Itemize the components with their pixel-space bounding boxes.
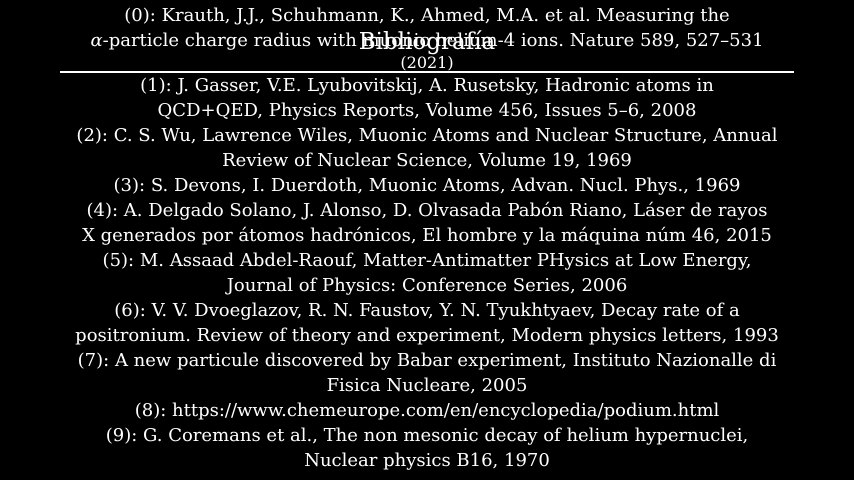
reference-5: (5): M. Assaad Abdel-Raouf, Matter-Antim…: [50, 248, 804, 298]
reference-3: (3): S. Devons, I. Duerdoth, Muonic Atom…: [50, 173, 804, 198]
reference-1-text-1: J. Gasser, V.E. Lyubovitskij, A. Rusetsk…: [177, 75, 714, 96]
reference-2-text-1: C. S. Wu, Lawrence Wiles, Muonic Atoms a…: [113, 125, 778, 146]
reference-9-line-2: Nuclear physics B16, 1970: [304, 450, 550, 471]
reference-1-label: (1):: [140, 75, 172, 96]
reference-8-line-1: (8): https://www.chemeurope.com/en/encyc…: [50, 398, 804, 423]
reference-5-line-2: Journal of Physics: Conference Series, 2…: [226, 275, 628, 296]
reference-4-line-2: X generados por átomos hadrónicos, El ho…: [82, 225, 772, 246]
reference-2-line-2: Review of Nuclear Science, Volume 19, 19…: [222, 150, 632, 171]
reference-0-text-2: -particle charge radius with muonic heli…: [102, 30, 764, 51]
reference-0-line-1: (0): Krauth, J.J., Schuhmann, K., Ahmed,…: [50, 3, 804, 28]
reference-0-alpha-symbol: α: [90, 30, 103, 51]
reference-6: (6): V. V. Dvoeglazov, R. N. Faustov, Y.…: [50, 298, 804, 348]
reference-8-label: (8):: [134, 400, 167, 421]
reference-0-text-1: Krauth, J.J., Schuhmann, K., Ahmed, M.A.…: [161, 5, 730, 26]
reference-6-line-2: positronium. Review of theory and experi…: [75, 325, 779, 346]
reference-6-label: (6):: [114, 300, 146, 321]
reference-list: (0): Krauth, J.J., Schuhmann, K., Ahmed,…: [50, 3, 804, 473]
reference-0-line-2: α-particle charge radius with muonic hel…: [50, 28, 804, 53]
reference-5-label: (5):: [102, 250, 135, 271]
reference-4-text-1: A. Delgado Solano, J. Alonso, D. Olvasad…: [123, 200, 768, 221]
reference-1: (1): J. Gasser, V.E. Lyubovitskij, A. Ru…: [50, 73, 804, 123]
reference-5-line-1: (5): M. Assaad Abdel-Raouf, Matter-Antim…: [50, 248, 804, 273]
reference-0-label: (0):: [124, 5, 156, 26]
reference-9-text-1: G. Coremans et al., The non mesonic deca…: [143, 425, 749, 446]
reference-2-line-1: (2): C. S. Wu, Lawrence Wiles, Muonic At…: [50, 123, 804, 148]
reference-9: (9): G. Coremans et al., The non mesonic…: [50, 423, 804, 473]
reference-7-line-2: Fisica Nucleare, 2005: [326, 375, 528, 396]
reference-6-text-1: V. V. Dvoeglazov, R. N. Faustov, Y. N. T…: [151, 300, 740, 321]
reference-7-label: (7):: [77, 350, 110, 371]
reference-3-label: (3):: [113, 175, 146, 196]
reference-3-text-1: S. Devons, I. Duerdoth, Muonic Atoms, Ad…: [150, 175, 741, 196]
reference-7-text-1: A new particule discovered by Babar expe…: [114, 350, 777, 371]
slide-title: Bibliografía: [358, 29, 496, 55]
reference-7-line-1: (7): A new particule discovered by Babar…: [50, 348, 804, 373]
title-underline: [60, 71, 794, 73]
reference-1-line-1: (1): J. Gasser, V.E. Lyubovitskij, A. Ru…: [50, 73, 804, 98]
reference-8-url: https://www.chemeurope.com/en/encycloped…: [172, 400, 720, 421]
reference-2-label: (2):: [76, 125, 108, 146]
reference-9-label: (9):: [105, 425, 138, 446]
reference-8: (8): https://www.chemeurope.com/en/encyc…: [50, 398, 804, 423]
reference-4-line-1: (4): A. Delgado Solano, J. Alonso, D. Ol…: [50, 198, 804, 223]
reference-4-label: (4):: [86, 200, 119, 221]
reference-6-line-1: (6): V. V. Dvoeglazov, R. N. Faustov, Y.…: [50, 298, 804, 323]
reference-7: (7): A new particule discovered by Babar…: [50, 348, 804, 398]
reference-3-line-1: (3): S. Devons, I. Duerdoth, Muonic Atom…: [50, 173, 804, 198]
reference-2: (2): C. S. Wu, Lawrence Wiles, Muonic At…: [50, 123, 804, 173]
reference-0: (0): Krauth, J.J., Schuhmann, K., Ahmed,…: [50, 3, 804, 73]
reference-1-line-2: QCD+QED, Physics Reports, Volume 456, Is…: [157, 100, 697, 121]
reference-0-line-3: (2021): [400, 53, 454, 72]
reference-9-line-1: (9): G. Coremans et al., The non mesonic…: [50, 423, 804, 448]
reference-5-text-1: M. Assaad Abdel-Raouf, Matter-Antimatter…: [139, 250, 752, 271]
reference-4: (4): A. Delgado Solano, J. Alonso, D. Ol…: [50, 198, 804, 248]
